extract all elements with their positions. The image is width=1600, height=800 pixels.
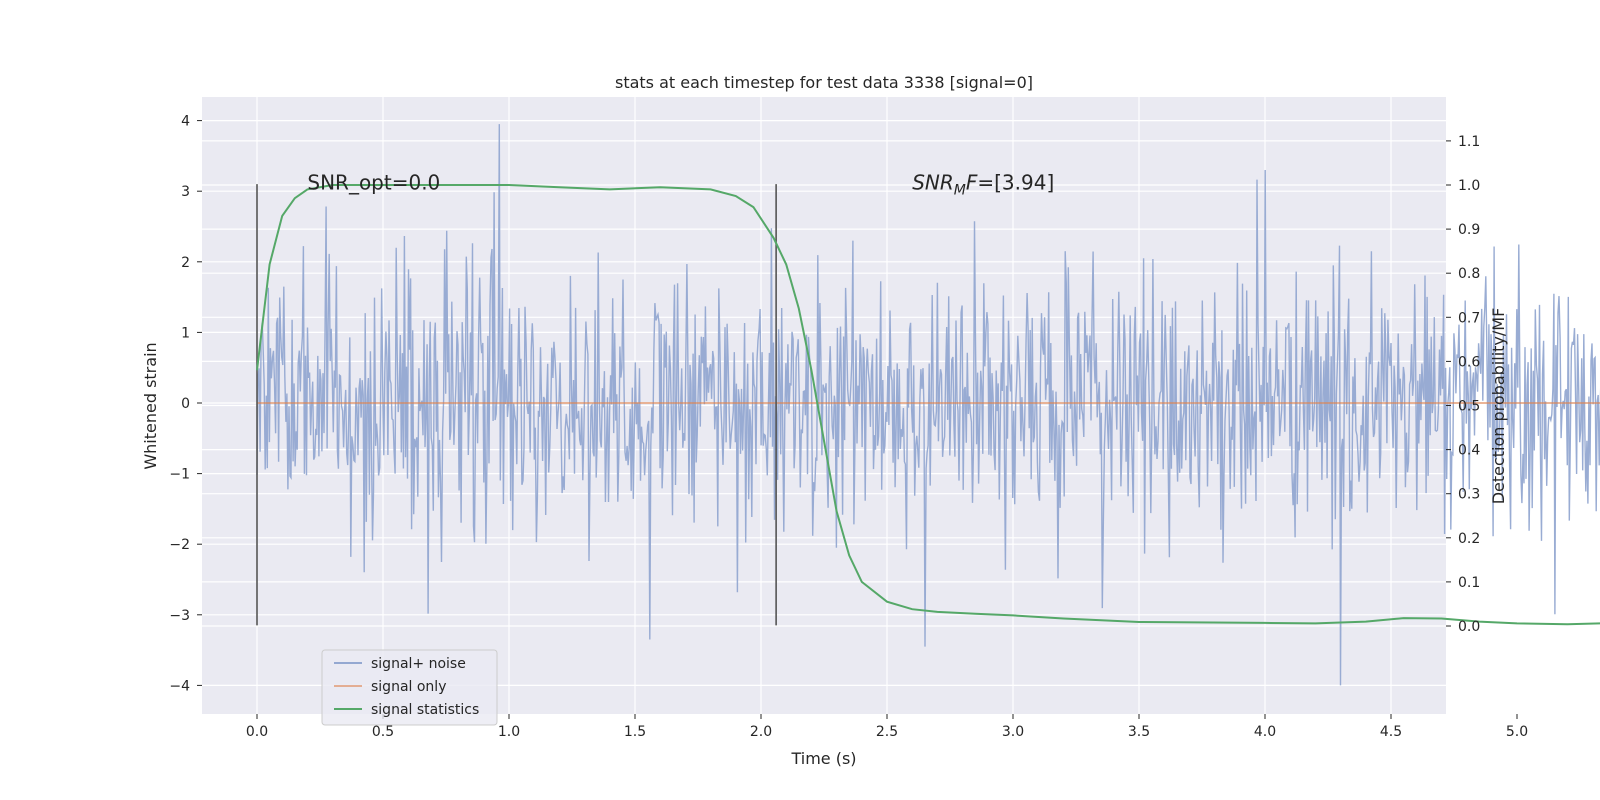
y-right-tick-label: 0.8 (1458, 266, 1480, 282)
legend: signal+ noise signal only signal statist… (321, 649, 498, 726)
marker-lines (256, 184, 777, 626)
annotation-main: SNR_opt=0.0 (307, 171, 440, 195)
x-tick-label: 5.0 (1506, 724, 1528, 740)
x-tick-label: 4.0 (1254, 724, 1276, 740)
signal-statistics-line (256, 184, 1600, 626)
y-right-tick-label: 0.7 (1458, 310, 1480, 326)
y-left-tick-label: −2 (169, 537, 190, 553)
signal-noise-series (256, 124, 1600, 686)
annotation-main: SNR (912, 171, 954, 195)
y-right-tick-label: 0.4 (1458, 443, 1480, 459)
y-left-tick-label: −3 (169, 608, 190, 624)
y-axis-left-ticks: −4 −3 −2 −1 0 1 2 3 4 (169, 114, 202, 694)
x-tick-label: 2.0 (750, 724, 772, 740)
y-right-tick-label: 1.1 (1458, 134, 1480, 150)
y-right-tick-label: 0.1 (1458, 575, 1480, 591)
legend-label-signal-statistics: signal statistics (371, 702, 479, 718)
x-tick-label: 3.0 (1002, 724, 1024, 740)
y-right-tick-label: 0.5 (1458, 399, 1480, 415)
y-axis-left-label: Whitened strain (141, 342, 160, 469)
y-right-tick-label: 0.0 (1458, 619, 1480, 635)
chart-title: stats at each timestep for test data 333… (615, 73, 1033, 92)
y-left-tick-label: 2 (181, 255, 190, 271)
x-tick-label: 1.5 (624, 724, 646, 740)
y-right-tick-label: 1.0 (1458, 178, 1480, 194)
x-tick-label: 0.0 (246, 724, 268, 740)
y-left-tick-label: 3 (181, 184, 190, 200)
x-tick-label: 1.0 (498, 724, 520, 740)
y-left-tick-label: 1 (181, 325, 190, 341)
y-right-tick-label: 0.9 (1458, 222, 1480, 238)
annotation-suffix-rest: =[3.94] (977, 171, 1054, 195)
y-right-tick-label: 0.2 (1458, 531, 1480, 547)
y-left-tick-label: −1 (169, 467, 190, 483)
annotation-1: SNRMF=[3.94] (912, 171, 1054, 199)
y-axis-right-ticks: 0.0 0.1 0.2 0.3 0.4 0.5 0.6 0.7 0.8 0.9 1.0 1.1 (1446, 134, 1480, 635)
x-tick-label: 4.5 (1380, 724, 1402, 740)
legend-box (321, 649, 498, 726)
signal-statistics-series (256, 184, 1600, 626)
y-axis-right-label: Detection probability/MF (1489, 308, 1508, 505)
legend-label-signal-only: signal only (371, 679, 446, 695)
annotation-suffix: F=[3.94] (966, 171, 1054, 195)
x-axis-ticks: 0.00.51.01.52.02.53.03.54.04.55.05.56.06… (246, 714, 1528, 740)
x-axis-label: Time (s) (790, 749, 856, 768)
y-left-tick-label: 4 (181, 114, 190, 130)
annotation-subscript: M (954, 183, 966, 199)
legend-label-signal-noise: signal+ noise (371, 656, 466, 672)
x-tick-label: 3.5 (1128, 724, 1150, 740)
y-right-tick-label: 0.6 (1458, 354, 1480, 370)
x-tick-label: 0.5 (372, 724, 394, 740)
annotation-suffix-italic: F (966, 171, 978, 195)
annotation-0: SNR_opt=0.0 (307, 171, 440, 195)
y-left-tick-label: 0 (181, 396, 190, 412)
signal-noise-line (256, 124, 1600, 686)
y-right-tick-label: 0.3 (1458, 487, 1480, 503)
y-left-tick-label: −4 (169, 678, 190, 694)
x-tick-label: 2.5 (876, 724, 898, 740)
